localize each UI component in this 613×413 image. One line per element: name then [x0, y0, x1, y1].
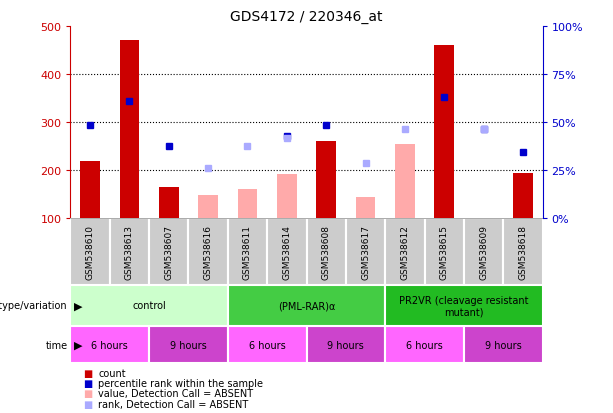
Text: GSM538610: GSM538610: [86, 225, 94, 279]
Text: GSM538614: GSM538614: [283, 225, 291, 279]
Text: ■: ■: [83, 399, 92, 409]
Text: GSM538618: GSM538618: [519, 225, 527, 279]
Bar: [199, 196, 218, 219]
FancyBboxPatch shape: [385, 285, 543, 326]
Text: ■: ■: [83, 388, 92, 399]
Bar: [316, 142, 336, 219]
Bar: [159, 188, 178, 219]
Text: GSM538615: GSM538615: [440, 225, 449, 279]
Text: value, Detection Call = ABSENT: value, Detection Call = ABSENT: [98, 388, 253, 399]
FancyBboxPatch shape: [464, 219, 503, 285]
Text: percentile rank within the sample: percentile rank within the sample: [98, 378, 263, 388]
FancyBboxPatch shape: [110, 219, 149, 285]
FancyBboxPatch shape: [306, 219, 346, 285]
Text: PR2VR (cleavage resistant
mutant): PR2VR (cleavage resistant mutant): [399, 295, 528, 316]
FancyBboxPatch shape: [228, 285, 385, 326]
FancyBboxPatch shape: [70, 326, 149, 363]
FancyBboxPatch shape: [267, 219, 306, 285]
Text: genotype/variation: genotype/variation: [0, 301, 67, 311]
Text: 9 hours: 9 hours: [170, 340, 207, 350]
Text: 6 hours: 6 hours: [91, 340, 128, 350]
Bar: [277, 174, 297, 219]
Text: GSM538607: GSM538607: [164, 225, 173, 279]
Bar: [435, 46, 454, 219]
Text: (PML-RAR)α: (PML-RAR)α: [278, 301, 335, 311]
Text: GSM538616: GSM538616: [204, 225, 213, 279]
Text: GSM538617: GSM538617: [361, 225, 370, 279]
Text: time: time: [45, 340, 67, 350]
FancyBboxPatch shape: [385, 219, 424, 285]
FancyBboxPatch shape: [464, 326, 543, 363]
FancyBboxPatch shape: [228, 219, 267, 285]
FancyBboxPatch shape: [503, 219, 543, 285]
Text: GSM538609: GSM538609: [479, 225, 488, 279]
Text: GSM538613: GSM538613: [125, 225, 134, 279]
Bar: [513, 173, 533, 219]
FancyBboxPatch shape: [306, 326, 385, 363]
FancyBboxPatch shape: [424, 219, 464, 285]
Text: rank, Detection Call = ABSENT: rank, Detection Call = ABSENT: [98, 399, 248, 409]
Bar: [356, 197, 375, 219]
Text: ■: ■: [83, 368, 92, 378]
Text: 6 hours: 6 hours: [249, 340, 286, 350]
FancyBboxPatch shape: [228, 326, 306, 363]
Text: 9 hours: 9 hours: [485, 340, 522, 350]
FancyBboxPatch shape: [149, 219, 189, 285]
Bar: [120, 41, 139, 219]
Text: 9 hours: 9 hours: [327, 340, 364, 350]
Text: ▶: ▶: [74, 340, 82, 350]
FancyBboxPatch shape: [70, 285, 228, 326]
FancyBboxPatch shape: [149, 326, 228, 363]
Text: ■: ■: [83, 378, 92, 388]
FancyBboxPatch shape: [189, 219, 228, 285]
Text: GSM538608: GSM538608: [322, 225, 330, 279]
Bar: [80, 161, 100, 219]
FancyBboxPatch shape: [70, 219, 110, 285]
FancyBboxPatch shape: [385, 326, 464, 363]
Title: GDS4172 / 220346_at: GDS4172 / 220346_at: [230, 10, 383, 24]
Text: GSM538612: GSM538612: [400, 225, 409, 279]
Text: control: control: [132, 301, 166, 311]
Bar: [395, 145, 414, 219]
Text: ▶: ▶: [74, 301, 82, 311]
Text: GSM538611: GSM538611: [243, 225, 252, 279]
Text: 6 hours: 6 hours: [406, 340, 443, 350]
Bar: [238, 189, 257, 219]
Text: count: count: [98, 368, 126, 378]
FancyBboxPatch shape: [346, 219, 385, 285]
